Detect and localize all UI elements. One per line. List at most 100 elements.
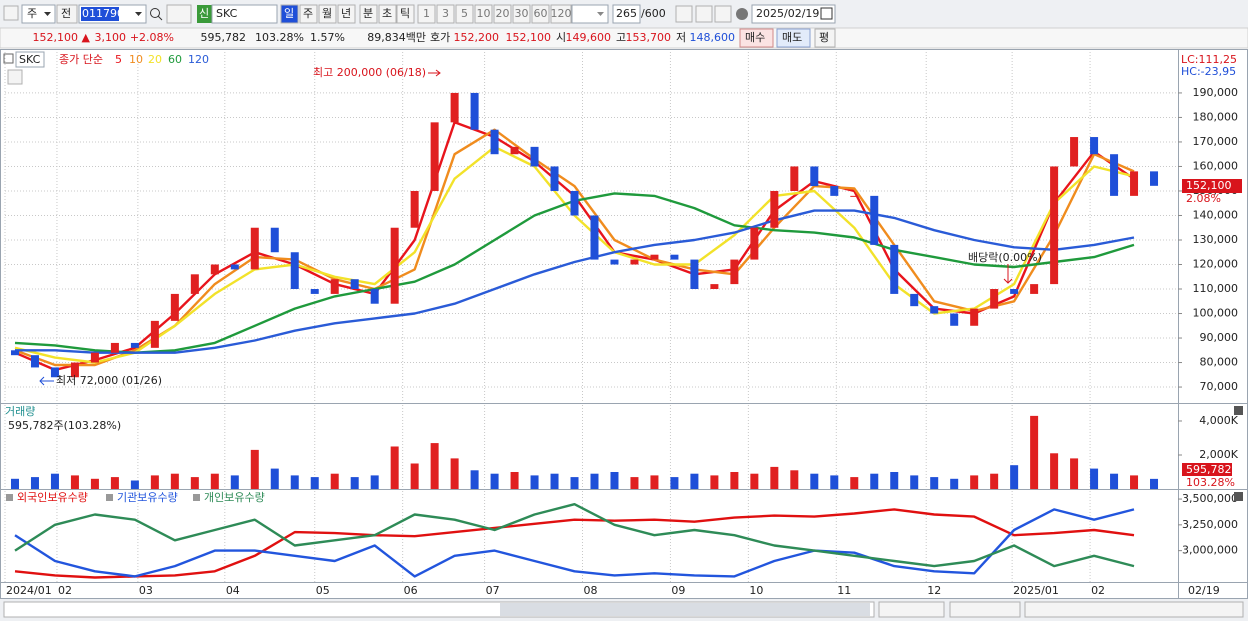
settings-icon[interactable] bbox=[736, 8, 748, 20]
interval-button[interactable] bbox=[493, 4, 512, 24]
unit-label: 년 bbox=[341, 7, 351, 20]
interval-button[interactable] bbox=[531, 4, 550, 24]
annotation-dividend: 배당락(0.00%) bbox=[968, 251, 1042, 264]
last-price: 152,100 bbox=[1186, 179, 1232, 192]
unit-button[interactable] bbox=[359, 4, 378, 24]
volume-bar bbox=[930, 477, 939, 489]
badge bbox=[197, 5, 212, 23]
unit-button[interactable] bbox=[318, 4, 337, 24]
candle bbox=[1070, 137, 1079, 167]
tool-buttons[interactable] bbox=[1024, 601, 1244, 618]
unit-button[interactable] bbox=[378, 4, 397, 24]
avg-button[interactable] bbox=[814, 28, 836, 48]
period-select[interactable] bbox=[21, 4, 56, 24]
y-tick-label: 80,000 bbox=[1200, 356, 1239, 369]
interval-label: 1 bbox=[423, 7, 430, 20]
y-tick-label: 100,000 bbox=[1193, 307, 1239, 320]
interval-label: 5 bbox=[461, 7, 468, 20]
volume-bar bbox=[130, 480, 139, 489]
candle bbox=[70, 362, 79, 378]
search-icon[interactable] bbox=[150, 8, 160, 18]
sound-button[interactable] bbox=[166, 4, 192, 24]
amount: 89,834백만 bbox=[367, 31, 426, 44]
interval-button[interactable] bbox=[417, 4, 436, 24]
candle bbox=[1110, 154, 1119, 196]
unit-button[interactable] bbox=[280, 4, 299, 24]
candle bbox=[590, 215, 599, 260]
interval-select[interactable] bbox=[571, 4, 609, 24]
scroll-thumb[interactable] bbox=[500, 603, 870, 616]
annotation-high: 최고 200,000 (06/18) bbox=[313, 66, 426, 79]
legend-icon[interactable] bbox=[3, 53, 14, 64]
candle bbox=[430, 122, 439, 191]
type-button[interactable] bbox=[56, 4, 78, 24]
volume: 595,782 bbox=[201, 31, 247, 44]
panel-close[interactable] bbox=[1234, 406, 1243, 415]
interval-button[interactable] bbox=[512, 4, 531, 24]
candle bbox=[890, 244, 899, 294]
volume-bar bbox=[470, 470, 479, 489]
candle bbox=[1010, 289, 1019, 294]
candle bbox=[330, 279, 339, 294]
menu-icon[interactable] bbox=[3, 5, 19, 21]
name-input[interactable] bbox=[211, 4, 278, 24]
tool-icon[interactable] bbox=[675, 5, 693, 23]
calendar-icon[interactable] bbox=[820, 7, 833, 20]
candle bbox=[830, 186, 839, 196]
unit-button[interactable] bbox=[299, 4, 318, 24]
stock-code: 011790 bbox=[82, 7, 124, 20]
volume-bar bbox=[1010, 465, 1019, 489]
candle bbox=[730, 259, 739, 285]
buy-button[interactable] bbox=[739, 28, 774, 48]
tool-icon[interactable] bbox=[714, 5, 732, 23]
candle bbox=[810, 166, 819, 187]
nav-buttons[interactable] bbox=[878, 601, 945, 618]
volume-bar bbox=[430, 443, 439, 489]
candle bbox=[450, 92, 459, 123]
period: 주 bbox=[27, 7, 37, 20]
candle bbox=[910, 293, 919, 307]
volume-bar bbox=[410, 463, 419, 489]
volume-bar bbox=[510, 471, 519, 489]
volume-subtitle: 595,782주(103.28%) bbox=[8, 419, 121, 432]
volume-bar bbox=[270, 468, 279, 489]
legend-title: 종가 단순 bbox=[59, 53, 103, 66]
interval-button[interactable] bbox=[474, 4, 493, 24]
volume-bar bbox=[30, 477, 39, 489]
count-input[interactable] bbox=[612, 4, 641, 24]
panel-close[interactable] bbox=[1234, 492, 1243, 501]
unit-button[interactable] bbox=[396, 4, 415, 24]
sell-button[interactable] bbox=[776, 28, 811, 48]
interval-label: 60 bbox=[534, 7, 548, 20]
x-tick-label: 11 bbox=[837, 584, 851, 597]
volume-bar bbox=[870, 473, 879, 489]
volume-bar bbox=[710, 475, 719, 489]
interval-button[interactable] bbox=[436, 4, 455, 24]
price: 152,100 ▲ bbox=[33, 31, 91, 44]
candle bbox=[30, 355, 39, 368]
count-max: /600 bbox=[641, 7, 666, 20]
volume-bar bbox=[770, 466, 779, 489]
date-input[interactable] bbox=[751, 4, 836, 24]
table-icon[interactable] bbox=[7, 69, 23, 85]
legend-entry: 20 bbox=[148, 53, 162, 66]
volume-title: 거래량 bbox=[5, 405, 35, 418]
volume-bar bbox=[170, 473, 179, 489]
change-pct: +2.08% bbox=[130, 31, 174, 44]
volume-bar bbox=[750, 473, 759, 489]
unit-button[interactable] bbox=[337, 4, 356, 24]
volume-bar bbox=[690, 473, 699, 489]
bid-label: 호가 bbox=[430, 31, 450, 44]
interval-button[interactable] bbox=[455, 4, 474, 24]
x-tick-label: 06 bbox=[404, 584, 418, 597]
dropdown-arrow bbox=[597, 12, 604, 16]
candle bbox=[130, 342, 139, 348]
interval-button[interactable] bbox=[550, 4, 572, 24]
zoom-slider[interactable] bbox=[949, 601, 1021, 618]
tool-icon[interactable] bbox=[695, 5, 713, 23]
y-tick-label: 120,000 bbox=[1193, 258, 1239, 271]
volume-bar bbox=[1030, 415, 1039, 489]
search-icon bbox=[157, 15, 163, 21]
volume-bar bbox=[50, 473, 59, 489]
volume-bar bbox=[190, 477, 199, 489]
